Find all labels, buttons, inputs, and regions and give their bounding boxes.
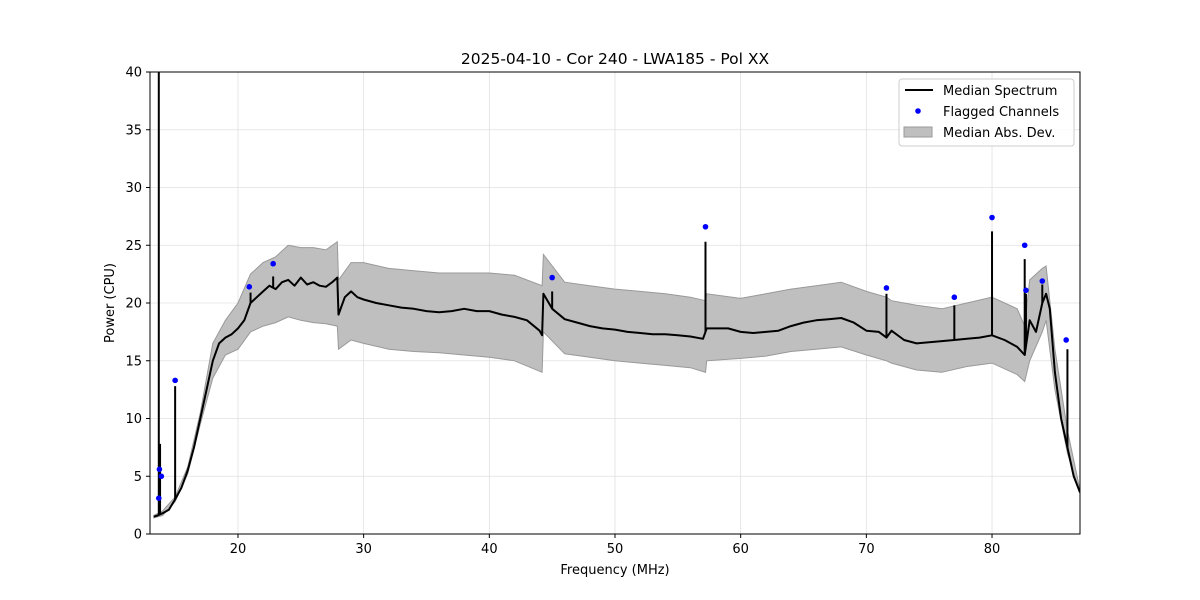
flagged-channel-point <box>1021 242 1028 249</box>
flagged-channel-point <box>989 214 995 221</box>
legend-flagged-label: Flagged Channels <box>943 105 1059 120</box>
x-axis-label: Frequency (MHz) <box>560 563 669 578</box>
legend-mad-label: Median Abs. Dev. <box>943 126 1055 141</box>
flagged-channel-point <box>155 495 162 501</box>
flagged-channel-point <box>1063 337 1069 343</box>
flagged-channel-point <box>158 473 165 480</box>
y-tick-label: 30 <box>125 181 142 196</box>
legend-mad-swatch <box>903 126 933 138</box>
flagged-channel-point <box>1023 287 1029 294</box>
mad-band <box>153 240 1080 519</box>
y-tick-label: 5 <box>134 470 142 485</box>
legend-median-label: Median Spectrum <box>943 84 1057 99</box>
y-tick-label: 35 <box>125 123 142 138</box>
flagged-channel-point <box>951 294 958 301</box>
flagged-channel-point <box>172 377 178 384</box>
x-tick-label: 20 <box>230 542 247 557</box>
x-tick-label: 60 <box>732 542 749 557</box>
legend-flagged-swatch <box>915 108 921 114</box>
y-axis-label: Power (CPU) <box>103 263 118 343</box>
y-axis: 0 5 10 15 20 25 30 35 40 <box>125 66 150 543</box>
flagged-channel-point <box>549 274 555 281</box>
y-tick-label: 10 <box>125 412 142 427</box>
median-spectrum-line <box>153 276 1080 518</box>
legend: Median Spectrum Flagged Channels Median … <box>898 78 1075 147</box>
x-tick-label: 50 <box>607 542 624 557</box>
x-tick-label: 80 <box>984 542 1001 557</box>
flagged-channel-point <box>246 284 253 290</box>
y-tick-label: 15 <box>125 354 142 369</box>
x-axis: 20 30 40 50 60 70 80 <box>230 534 1001 557</box>
y-tick-label: 25 <box>125 239 142 254</box>
y-tick-label: 20 <box>125 297 142 312</box>
x-tick-label: 70 <box>858 542 875 557</box>
flagged-channel-point <box>702 223 709 230</box>
chart-title: 2025-04-10 - Cor 240 - LWA185 - Pol XX <box>461 50 770 68</box>
flagged-channel-point <box>883 285 890 291</box>
y-tick-label: 0 <box>134 528 142 543</box>
x-tick-label: 30 <box>355 542 372 557</box>
flagged-channel-point <box>270 260 276 267</box>
flagged-channel-point <box>156 466 163 473</box>
y-tick-label: 40 <box>125 66 142 81</box>
legend-frame <box>898 78 1075 147</box>
flagged-channel-point <box>1039 278 1046 284</box>
x-tick-label: 40 <box>481 542 498 557</box>
